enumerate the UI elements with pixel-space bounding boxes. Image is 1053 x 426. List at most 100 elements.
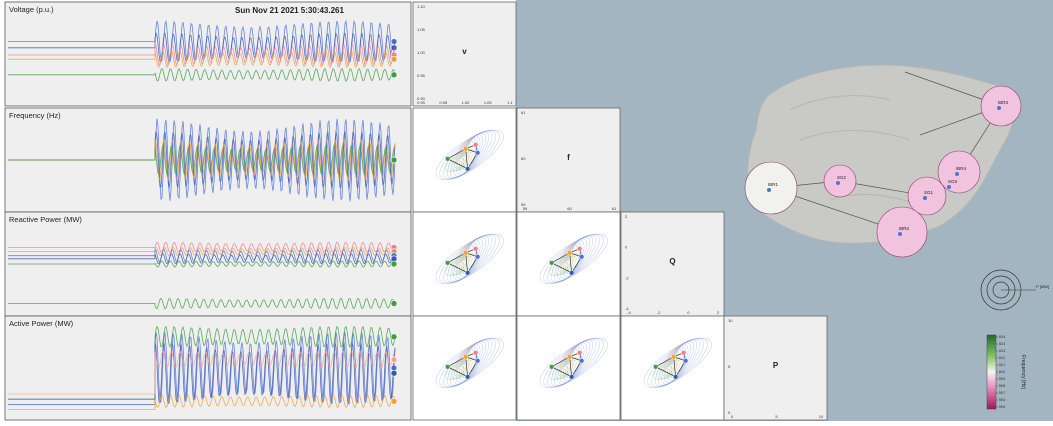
map-node-sg1[interactable]: SG1 bbox=[907, 176, 947, 216]
y-tick-label: 1.10 bbox=[417, 4, 426, 9]
y-tick-label: 2 bbox=[625, 214, 628, 219]
trajectory-loop bbox=[446, 338, 493, 387]
frequency-colorbar: 60.5 60.4 60.3 60.2 60.1 60.0 59.9 59.8 59.7 59.6… bbox=[986, 334, 1026, 410]
trajectory-loop bbox=[443, 130, 496, 180]
map-nodes: IBR1 SG2 IBR3 IBR4 SG3 SG1 IBR2 bbox=[744, 85, 1022, 258]
network-edge bbox=[551, 366, 572, 378]
network-edge bbox=[569, 356, 572, 377]
trajectory-loop bbox=[562, 243, 577, 266]
matrix-axis-title: Q bbox=[669, 257, 675, 266]
network-node bbox=[549, 364, 555, 370]
ts-panel-1[interactable]: Frequency (Hz) bbox=[4, 107, 412, 213]
map-node-ibr1[interactable]: IBR1 bbox=[744, 161, 798, 215]
trajectory-loop bbox=[539, 338, 608, 388]
node-power-circle bbox=[907, 176, 947, 216]
ts-series-endpoint bbox=[390, 356, 398, 364]
ts-panel-title: Reactive Power (MW) bbox=[9, 215, 82, 224]
trajectory-loop bbox=[443, 234, 496, 284]
ts-series-line bbox=[8, 246, 396, 257]
y-tick-label: 59 bbox=[521, 202, 526, 207]
y-tick-label: 0.90 bbox=[417, 96, 426, 101]
y-tick-label: 0 bbox=[728, 410, 731, 415]
network-edge bbox=[551, 262, 572, 274]
matrix-cell-2-0[interactable] bbox=[412, 211, 517, 317]
network-edge bbox=[655, 356, 674, 368]
trajectory-loop bbox=[661, 341, 694, 385]
network-node bbox=[475, 150, 481, 156]
trajectory-loop bbox=[564, 246, 575, 264]
matrix-cell-3-1[interactable] bbox=[516, 315, 621, 421]
network-node bbox=[683, 358, 689, 364]
x-tick-label: 5 bbox=[775, 414, 778, 419]
network-edge bbox=[569, 252, 572, 273]
trajectory-loop bbox=[664, 342, 691, 383]
network-node bbox=[473, 350, 479, 356]
y-tick-label: 10 bbox=[728, 318, 733, 323]
colorbar-tick: 60.3 bbox=[999, 349, 1005, 353]
trajectory-loop bbox=[435, 338, 504, 388]
node-label: SG3 bbox=[948, 179, 958, 184]
network-edge bbox=[447, 366, 468, 378]
map-node-ibr3[interactable]: IBR3 bbox=[980, 85, 1022, 127]
network-node bbox=[579, 358, 585, 364]
trajectory-loop bbox=[543, 337, 604, 388]
node-marker bbox=[997, 106, 1001, 110]
trajectory-loop bbox=[439, 129, 500, 180]
network-node bbox=[473, 246, 479, 252]
node-power-circle bbox=[980, 85, 1022, 127]
trajectory-loop bbox=[666, 347, 681, 370]
matrix-cell-1-0[interactable] bbox=[412, 107, 517, 213]
matrix-cell-1-1[interactable]: f 59 60 61 61 60 59 bbox=[516, 107, 621, 213]
trajectory-loop bbox=[643, 338, 712, 388]
node-label: IBR1 bbox=[768, 182, 779, 187]
map-node-sg2[interactable]: SG2 bbox=[823, 164, 857, 198]
network-node bbox=[463, 146, 469, 152]
network-node bbox=[463, 250, 469, 256]
ts-panel-3[interactable]: Active Power (MW) bbox=[4, 315, 412, 421]
ts-series-line bbox=[8, 50, 396, 69]
trajectory-loop bbox=[554, 255, 577, 274]
ts-panel-0[interactable]: Voltage (p.u.) bbox=[4, 1, 412, 107]
x-tick-label: 61 bbox=[612, 206, 617, 211]
network-edge bbox=[571, 256, 582, 273]
map-node-ibr4[interactable]: IBR4 bbox=[937, 150, 981, 194]
network-node bbox=[577, 350, 583, 356]
x-tick-label: -2 bbox=[657, 310, 661, 315]
trajectory-loop bbox=[560, 238, 587, 279]
y-tick-label: -4 bbox=[625, 306, 629, 311]
ts-panel-2[interactable]: Reactive Power (MW) bbox=[4, 211, 412, 317]
matrix-cell-3-3[interactable]: P 0 5 10 10 5 0 bbox=[723, 315, 828, 421]
colorbar-tick: 60.5 bbox=[999, 335, 1005, 339]
trajectory-loop bbox=[562, 347, 577, 370]
matrix-cell-frame bbox=[620, 315, 725, 421]
matrix-cell-3-2[interactable] bbox=[620, 315, 725, 421]
trajectory-loop bbox=[459, 136, 481, 174]
matrix-cell-2-1[interactable] bbox=[516, 211, 621, 317]
ts-series-endpoint bbox=[390, 156, 398, 164]
trajectory-loop bbox=[450, 339, 489, 386]
matrix-cell-frame bbox=[620, 211, 725, 317]
trajectory-loop bbox=[667, 344, 689, 382]
matrix-cell-0-0[interactable]: v0.95 0.95 1.00 1.05 1.11.101.051.000.950.90 bbox=[412, 1, 517, 107]
trajectory-loop bbox=[550, 234, 597, 283]
matrix-cell-3-0[interactable] bbox=[412, 315, 517, 421]
map-node-sg3[interactable]: SG3 bbox=[947, 179, 958, 189]
matrix-cell-2-2[interactable]: Q -4 -2 0 2 2 0 -2 -4 bbox=[620, 211, 725, 317]
network-node bbox=[569, 270, 575, 276]
network-edge bbox=[447, 148, 466, 160]
scale-label: P [MW] bbox=[1036, 284, 1049, 289]
node-marker bbox=[767, 188, 771, 192]
map-node-ibr2[interactable]: IBR2 bbox=[876, 206, 928, 258]
trajectory-loop bbox=[647, 337, 708, 388]
ts-panel-title: Voltage (p.u.) bbox=[9, 5, 54, 14]
trajectory-loop bbox=[447, 254, 476, 275]
network-edge bbox=[551, 252, 570, 264]
network-node bbox=[577, 246, 583, 252]
trajectory-loop bbox=[557, 341, 590, 385]
network-edge bbox=[467, 152, 478, 169]
ts-series-line bbox=[8, 144, 396, 176]
matrix-cell-frame bbox=[516, 107, 621, 213]
colorbar-label: Frequency [Hz] bbox=[1020, 355, 1026, 390]
